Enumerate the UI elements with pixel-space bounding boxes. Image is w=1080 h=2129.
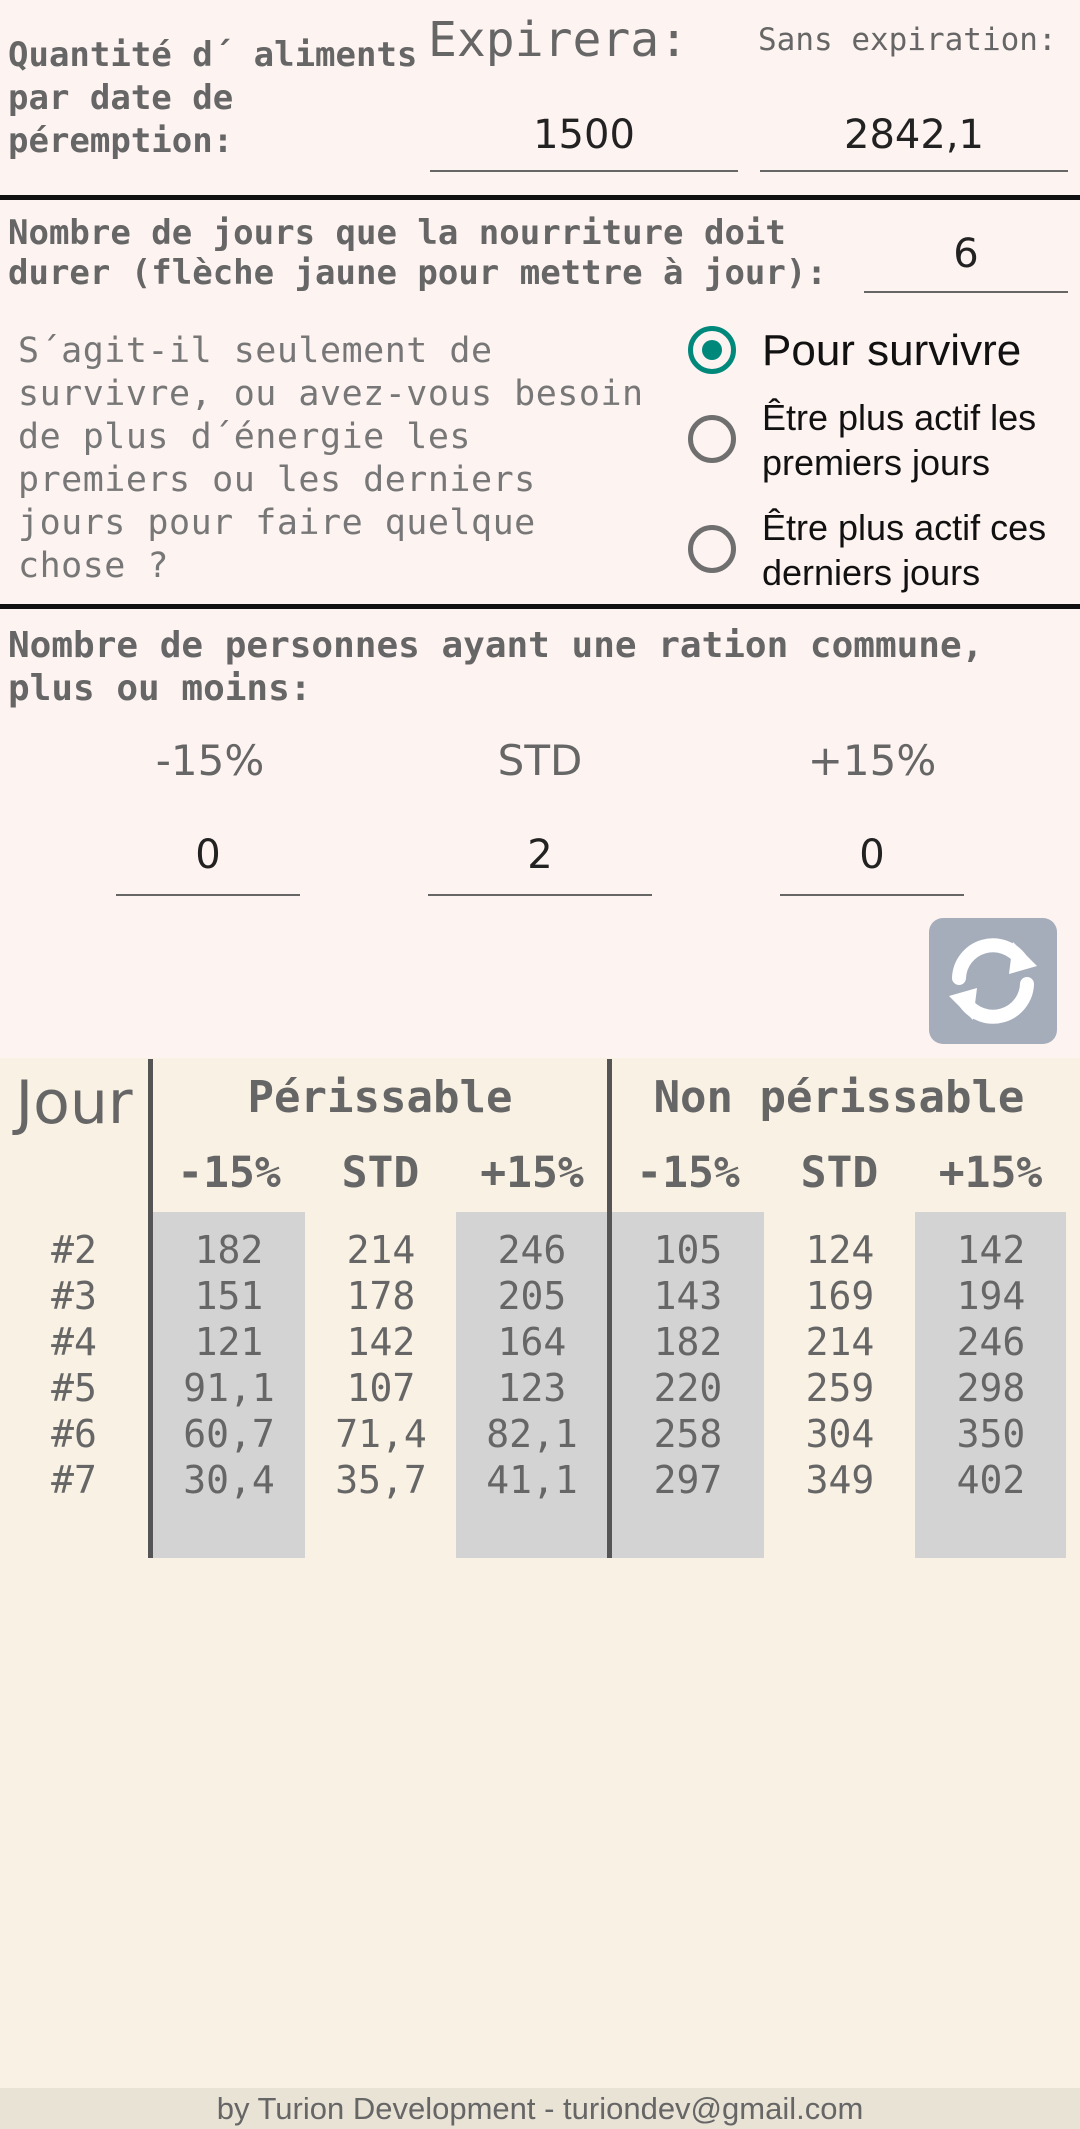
table-value-cell: 142 — [956, 1228, 1026, 1272]
persons-header-plus: +15% — [807, 736, 937, 785]
non-perishable-header: Non périssable — [653, 1072, 1025, 1123]
table-day-cell: #3 — [51, 1274, 97, 1318]
table-value-cell: 214 — [346, 1228, 416, 1272]
day-column-header: Jour — [15, 1068, 133, 1138]
shade-perishable-plus — [456, 1212, 608, 1558]
table-day-cell: #7 — [51, 1458, 97, 1502]
refresh-button[interactable] — [929, 918, 1057, 1044]
persons-label: Nombre de personnes ayant une ration com… — [8, 625, 984, 709]
table-value-cell: 105 — [653, 1228, 723, 1272]
table-value-cell: 71,4 — [335, 1412, 427, 1456]
table-value-cell: 143 — [653, 1274, 723, 1318]
radio-button-first-days[interactable] — [688, 415, 736, 463]
persons-header-minus: -15% — [155, 736, 265, 785]
shade-perishable-minus — [153, 1212, 305, 1558]
shade-nonperishable-minus — [612, 1212, 764, 1558]
persons-std-field[interactable]: 2 — [428, 832, 652, 896]
section-divider — [0, 604, 1080, 609]
table-value-cell: 259 — [805, 1366, 875, 1410]
table-value-cell: 124 — [805, 1228, 875, 1272]
table-value-cell: 194 — [956, 1274, 1026, 1318]
radio-option-first-days[interactable]: Être plus actif les premiers jours — [686, 395, 1080, 490]
sub-header-perishable-minus: -15% — [177, 1148, 281, 1198]
radio-button-last-days[interactable] — [688, 525, 736, 573]
sub-header-nonperishable-plus: +15% — [938, 1148, 1043, 1198]
table-value-cell: 246 — [956, 1320, 1026, 1364]
table-day-cell: #2 — [51, 1228, 97, 1272]
table-value-cell: 164 — [497, 1320, 567, 1364]
radio-label-last-days: Être plus actif ces derniers jours — [762, 507, 1047, 593]
table-value-cell: 220 — [653, 1366, 723, 1410]
persons-header-std: STD — [497, 736, 583, 785]
table-divider-middle — [607, 1059, 612, 1558]
table-value-cell: 142 — [346, 1320, 416, 1364]
expires-value-field[interactable]: 1500 — [430, 112, 738, 172]
table-value-cell: 182 — [194, 1228, 264, 1272]
days-field[interactable]: 6 — [864, 231, 1068, 293]
shade-nonperishable-plus — [915, 1212, 1066, 1558]
table-value-cell: 35,7 — [335, 1458, 427, 1502]
sub-header-nonperishable-std: STD — [800, 1148, 879, 1198]
table-value-cell: 246 — [497, 1228, 567, 1272]
sub-header-perishable-std: STD — [341, 1148, 420, 1198]
table-day-cell: #5 — [51, 1366, 97, 1410]
sub-header-perishable-plus: +15% — [480, 1148, 584, 1198]
table-value-cell: 91,1 — [183, 1366, 275, 1410]
table-value-cell: 82,1 — [486, 1412, 578, 1456]
table-value-cell: 205 — [497, 1274, 567, 1318]
table-day-cell: #6 — [51, 1412, 97, 1456]
perishable-header: Périssable — [247, 1072, 513, 1123]
table-value-cell: 297 — [653, 1458, 723, 1502]
persons-minus-field[interactable]: 0 — [116, 832, 300, 896]
days-label: Nombre de jours que la nourriture doit d… — [8, 213, 827, 293]
table-value-cell: 169 — [805, 1274, 875, 1318]
table-divider-left — [148, 1059, 153, 1558]
expires-label: Expirera: — [428, 12, 689, 68]
radio-option-last-days[interactable]: Être plus actif ces derniers jours — [686, 505, 1080, 600]
sub-header-nonperishable-minus: -15% — [636, 1148, 740, 1198]
radio-label-first-days: Être plus actif les premiers jours — [762, 397, 1037, 483]
table-value-cell: 60,7 — [183, 1412, 275, 1456]
refresh-icon — [949, 938, 1037, 1024]
footer: by Turion Development - turiondev@gmail.… — [0, 2088, 1080, 2129]
expiry-label: Quantité d´ aliments par date de pérempt… — [8, 35, 418, 161]
section-divider — [0, 195, 1080, 200]
table-value-cell: 123 — [497, 1366, 567, 1410]
table-value-cell: 178 — [346, 1274, 416, 1318]
table-value-cell: 30,4 — [183, 1458, 275, 1502]
no-expiry-label: Sans expiration: — [758, 22, 1057, 58]
table-value-cell: 41,1 — [486, 1458, 578, 1502]
table-value-cell: 349 — [805, 1458, 875, 1502]
table-value-cell: 402 — [956, 1458, 1026, 1502]
radio-button-survive[interactable] — [688, 326, 736, 374]
table-value-cell: 258 — [653, 1412, 723, 1456]
table-value-cell: 304 — [805, 1412, 875, 1456]
no-expiry-value-field[interactable]: 2842,1 — [760, 112, 1068, 172]
radio-option-survive[interactable]: Pour survivre — [686, 326, 1080, 386]
table-value-cell: 214 — [805, 1320, 875, 1364]
table-value-cell: 298 — [956, 1366, 1026, 1410]
table-value-cell: 182 — [653, 1320, 723, 1364]
table-value-cell: 121 — [194, 1320, 264, 1364]
input-panel — [0, 0, 1080, 1058]
footer-credit: by Turion Development - turiondev@gmail.… — [216, 2091, 864, 2126]
table-day-cell: #4 — [51, 1320, 97, 1364]
energy-question: S´agit-il seulement de survivre, ou avez… — [18, 331, 644, 586]
persons-plus-field[interactable]: 0 — [780, 832, 964, 896]
table-value-cell: 151 — [194, 1274, 264, 1318]
radio-label-survive: Pour survivre — [762, 326, 1022, 375]
table-value-cell: 350 — [956, 1412, 1026, 1456]
table-value-cell: 107 — [346, 1366, 416, 1410]
